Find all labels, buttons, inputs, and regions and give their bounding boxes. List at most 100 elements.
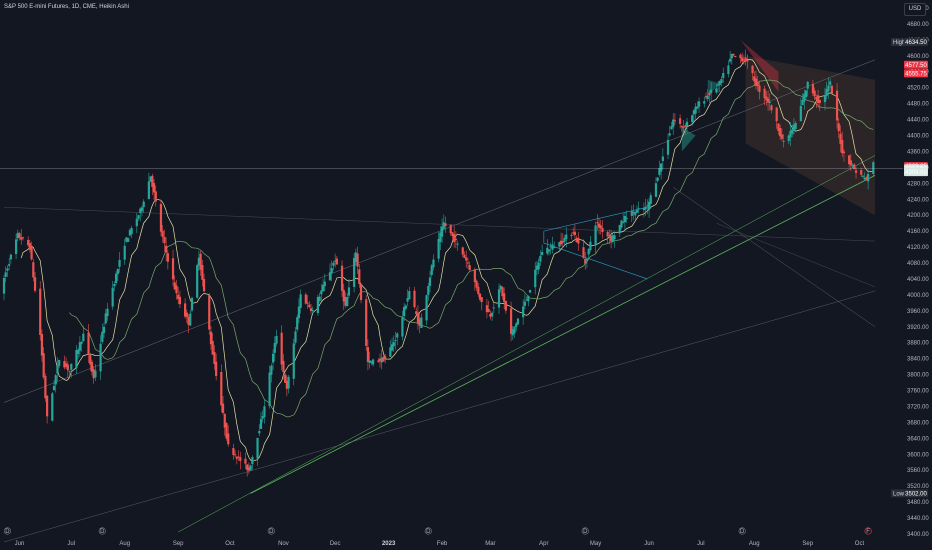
- candle-body: [87, 332, 90, 355]
- candle-body: [703, 101, 706, 104]
- low-label-box: [891, 489, 904, 498]
- candle-body: [323, 281, 326, 287]
- candle-body: [365, 299, 368, 346]
- candle-body: [575, 237, 578, 243]
- candle-body: [70, 363, 73, 370]
- event-marker-label: D: [100, 529, 105, 535]
- event-marker[interactable]: [98, 527, 106, 535]
- currency-button[interactable]: USD: [904, 3, 926, 16]
- candle-body: [213, 352, 216, 364]
- candle-body: [456, 243, 459, 245]
- candle-body: [461, 247, 464, 255]
- low-price-tag[interactable]: [904, 489, 928, 498]
- time-axis[interactable]: Jun Jul Aug Sep Oct Nov Dec 2023 Feb Mar Apr May Jun…: [15, 541, 865, 547]
- candle-body: [825, 89, 828, 96]
- candle-body: [306, 302, 309, 304]
- candle-body: [839, 133, 842, 144]
- candle-body: [342, 289, 345, 302]
- candle-body: [468, 265, 471, 271]
- event-marker[interactable]: [267, 527, 275, 535]
- candle-body: [516, 318, 520, 325]
- candle-body: [585, 258, 589, 261]
- event-marker[interactable]: [581, 527, 589, 535]
- descending-channel-fill[interactable]: [745, 55, 875, 216]
- candle-body: [382, 356, 385, 362]
- candle-body: [597, 223, 601, 228]
- drawing-price-tag[interactable]: [904, 168, 928, 177]
- candle-body: [756, 82, 759, 87]
- plot-area[interactable]: [0, 0, 903, 534]
- drawing-price-tag[interactable]: [904, 69, 928, 78]
- candle-body: [40, 333, 44, 356]
- candle-body: [794, 122, 797, 130]
- candle-body: [403, 306, 406, 317]
- candle-body: [647, 201, 651, 210]
- fan-line-2[interactable]: [716, 223, 876, 288]
- price-axis[interactable]: 3400.00 3440.00 3480.00 3520.00 3560.00 3600.…: [907, 6, 929, 538]
- candle-body: [244, 458, 247, 464]
- candle-body: [577, 237, 580, 244]
- candle-body: [234, 454, 237, 456]
- candle-body: [835, 90, 839, 121]
- flag-upper-line[interactable]: [543, 206, 648, 232]
- lower-trend-line[interactable]: [178, 155, 876, 533]
- x-tick-label: Mar: [485, 541, 495, 547]
- candle-body: [620, 220, 623, 228]
- candle-body: [766, 98, 770, 103]
- candle-body: [646, 205, 649, 207]
- candle-body: [525, 299, 528, 301]
- candle-body: [258, 430, 261, 434]
- candle-body: [99, 343, 102, 372]
- y-tick-label: 4200.00: [907, 213, 929, 219]
- candle-body: [815, 96, 818, 100]
- event-marker[interactable]: [864, 527, 872, 535]
- candle-body: [480, 297, 483, 302]
- candle-body: [316, 296, 320, 314]
- candle-body: [42, 353, 45, 378]
- candle-body: [694, 106, 697, 114]
- candle-body: [613, 235, 616, 240]
- red-triangle-marker[interactable]: [740, 39, 779, 92]
- event-marker[interactable]: [738, 527, 746, 535]
- candle-body: [54, 375, 57, 385]
- y-tick-label: 4600.00: [907, 54, 929, 60]
- channel-lower-line[interactable]: [3, 290, 876, 543]
- candle-body: [559, 240, 563, 245]
- candle-body: [473, 269, 476, 283]
- candle-body: [679, 118, 682, 124]
- horizontal-guide-line[interactable]: [3, 207, 876, 242]
- x-tick-label: Jul: [67, 541, 75, 547]
- channel-upper-line[interactable]: [3, 59, 876, 403]
- candle-body: [684, 125, 687, 127]
- candle-body: [166, 253, 169, 262]
- high-label: High: [893, 40, 905, 46]
- candle-body: [396, 333, 399, 338]
- candle-body: [775, 107, 778, 122]
- y-tick-label: 4440.00: [907, 118, 929, 124]
- candle-body: [465, 257, 468, 261]
- high-price-tag[interactable]: [904, 38, 928, 47]
- candle-body: [811, 83, 815, 94]
- y-tick-label: 4400.00: [907, 133, 929, 139]
- candle-body: [704, 96, 708, 98]
- y-tick-label: 3440.00: [907, 516, 929, 522]
- candle-body: [142, 201, 145, 208]
- candle-body: [444, 223, 447, 227]
- candle-body: [68, 370, 71, 372]
- moving-averages: [20, 58, 874, 462]
- candle-body: [861, 175, 865, 177]
- candle-body: [787, 135, 790, 142]
- event-marker[interactable]: [3, 527, 12, 535]
- drawing-price-tag[interactable]: [904, 60, 928, 69]
- fan-line-1[interactable]: [673, 187, 876, 327]
- symbol-title[interactable]: S&P 500 E-mini Futures, 1D, CME, Heikin …: [4, 4, 129, 10]
- main-uptrend-line[interactable]: [250, 174, 876, 494]
- high-price-tag-text: 4634.50: [905, 40, 927, 46]
- event-marker[interactable]: [424, 527, 432, 535]
- y-tick-label: 3520.00: [907, 484, 929, 490]
- x-tick-label: Nov: [278, 541, 289, 547]
- candle-body: [80, 341, 83, 344]
- candle-body: [587, 249, 590, 255]
- candle-body: [572, 232, 575, 234]
